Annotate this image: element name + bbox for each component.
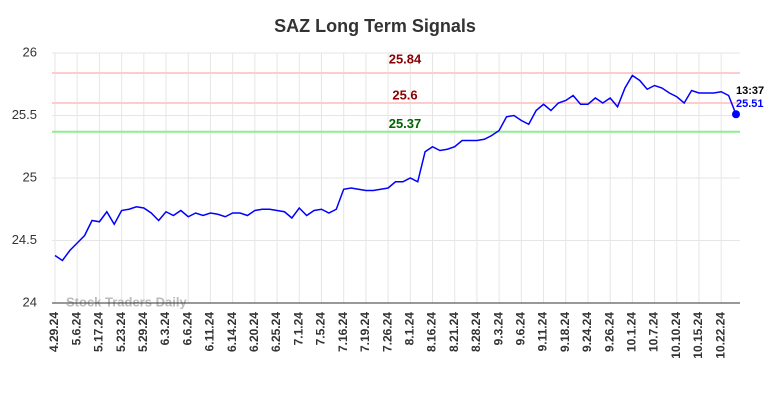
x-tick-label: 6.6.24 [180,312,194,346]
x-tick-label: 10.15.24 [691,312,705,359]
x-tick-label: 7.26.24 [380,312,394,352]
x-tick-label: 9.24.24 [580,312,594,352]
x-tick-label: 5.17.24 [92,312,106,352]
x-tick-label: 10.22.24 [713,312,727,359]
x-tick-label: 5.23.24 [114,312,128,352]
y-tick-label: 26 [23,44,37,59]
x-tick-label: 8.28.24 [469,312,483,352]
x-tick-label: 6.14.24 [225,312,239,352]
reference-label: 25.37 [389,116,422,131]
y-tick-label: 25 [23,169,37,184]
x-tick-label: 6.3.24 [158,312,172,346]
x-tick-label: 10.10.24 [669,312,683,359]
x-tick-label: 9.26.24 [602,312,616,352]
x-tick-label: 8.16.24 [425,312,439,352]
reference-label: 25.6 [392,87,417,102]
last-value: 25.51 [736,98,764,110]
x-tick-label: 9.11.24 [536,312,550,352]
x-tick-label: 6.11.24 [203,312,217,352]
x-tick-label: 10.7.24 [647,312,661,352]
x-tick-label: 4.29.24 [47,312,61,352]
last-time: 13:37 [736,85,764,97]
x-tick-label: 7.5.24 [314,312,328,346]
x-tick-label: 8.1.24 [402,312,416,346]
x-tick-label: 9.6.24 [514,312,528,346]
x-tick-label: 5.6.24 [69,312,83,346]
watermark: Stock Traders Daily [66,294,187,309]
last-point [732,110,740,119]
x-tick-label: 10.1.24 [625,312,639,352]
x-tick-label: 6.20.24 [247,312,261,352]
x-tick-label: 8.21.24 [447,312,461,352]
chart-title: SAZ Long Term Signals [274,16,476,36]
y-tick-label: 24 [23,294,37,309]
x-tick-label: 6.25.24 [269,312,283,352]
y-tick-label: 24.5 [12,232,37,247]
x-tick-label: 5.29.24 [136,312,150,352]
x-tick-label: 9.3.24 [491,312,505,346]
x-tick-label: 7.19.24 [358,312,372,352]
x-tick-label: 7.1.24 [291,312,305,346]
x-tick-label: 7.16.24 [336,312,350,352]
reference-label: 25.84 [389,51,422,66]
y-tick-label: 25.5 [12,107,37,122]
x-tick-label: 9.18.24 [558,312,572,352]
price-line [54,74,737,262]
